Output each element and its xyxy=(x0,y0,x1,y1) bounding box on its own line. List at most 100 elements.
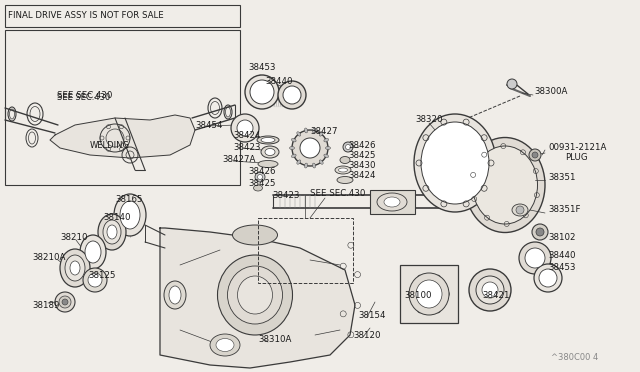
Text: PLUG: PLUG xyxy=(565,154,588,163)
Circle shape xyxy=(59,296,71,308)
Text: 38351F: 38351F xyxy=(548,205,580,215)
Ellipse shape xyxy=(525,248,545,268)
Ellipse shape xyxy=(250,80,274,104)
Circle shape xyxy=(532,152,538,158)
Ellipse shape xyxy=(218,255,292,335)
Ellipse shape xyxy=(283,86,301,104)
Circle shape xyxy=(529,149,541,161)
Ellipse shape xyxy=(416,280,442,308)
Text: SEE SEC.430: SEE SEC.430 xyxy=(57,93,110,103)
Ellipse shape xyxy=(312,128,316,133)
Bar xyxy=(258,218,353,283)
Ellipse shape xyxy=(512,204,528,216)
Ellipse shape xyxy=(339,168,348,172)
Bar xyxy=(400,265,458,323)
Text: 38453: 38453 xyxy=(248,64,275,73)
Ellipse shape xyxy=(305,128,308,133)
Circle shape xyxy=(292,130,328,166)
Ellipse shape xyxy=(231,114,259,142)
Circle shape xyxy=(300,138,320,158)
Ellipse shape xyxy=(324,154,328,158)
Ellipse shape xyxy=(519,242,551,274)
Ellipse shape xyxy=(80,235,106,269)
Circle shape xyxy=(536,228,544,236)
Ellipse shape xyxy=(534,264,562,292)
Ellipse shape xyxy=(326,147,330,150)
Ellipse shape xyxy=(245,75,279,109)
Circle shape xyxy=(445,292,449,296)
Text: 38300A: 38300A xyxy=(534,87,568,96)
Text: 38426: 38426 xyxy=(248,167,275,176)
Text: 38125: 38125 xyxy=(88,270,115,279)
Text: 38120: 38120 xyxy=(353,330,381,340)
Text: 38424: 38424 xyxy=(348,170,376,180)
Circle shape xyxy=(408,292,413,296)
Circle shape xyxy=(435,308,440,313)
Circle shape xyxy=(55,292,75,312)
Text: 38424: 38424 xyxy=(233,131,260,141)
Ellipse shape xyxy=(312,163,316,168)
Circle shape xyxy=(516,206,524,214)
Ellipse shape xyxy=(114,194,146,236)
Ellipse shape xyxy=(324,138,328,142)
Ellipse shape xyxy=(319,132,323,136)
Ellipse shape xyxy=(291,154,296,158)
Ellipse shape xyxy=(384,197,400,207)
Text: 38210: 38210 xyxy=(60,234,88,243)
Polygon shape xyxy=(160,228,355,368)
Ellipse shape xyxy=(465,138,545,232)
Ellipse shape xyxy=(472,146,538,224)
Text: 38453: 38453 xyxy=(548,263,575,273)
Ellipse shape xyxy=(539,269,557,287)
Text: 00931-2121A: 00931-2121A xyxy=(548,142,606,151)
Text: WELDING: WELDING xyxy=(90,141,130,150)
Ellipse shape xyxy=(319,160,323,164)
Ellipse shape xyxy=(103,220,121,244)
Text: 38351: 38351 xyxy=(548,173,575,183)
Ellipse shape xyxy=(337,176,353,183)
Text: 38427A: 38427A xyxy=(222,155,255,164)
Ellipse shape xyxy=(291,138,296,142)
Ellipse shape xyxy=(289,147,294,150)
Ellipse shape xyxy=(335,166,351,174)
Ellipse shape xyxy=(257,136,279,144)
Ellipse shape xyxy=(297,160,301,164)
Text: 38189: 38189 xyxy=(32,301,60,310)
Ellipse shape xyxy=(414,114,496,212)
Ellipse shape xyxy=(237,276,273,314)
Ellipse shape xyxy=(237,120,253,136)
Ellipse shape xyxy=(476,276,504,304)
Ellipse shape xyxy=(98,214,126,250)
Text: 38320: 38320 xyxy=(415,115,442,125)
Ellipse shape xyxy=(227,266,282,324)
Text: 38310A: 38310A xyxy=(258,336,291,344)
Text: FINAL DRIVE ASSY IS NOT FOR SALE: FINAL DRIVE ASSY IS NOT FOR SALE xyxy=(8,12,164,20)
Circle shape xyxy=(257,174,262,180)
Text: 38140: 38140 xyxy=(103,214,131,222)
Bar xyxy=(5,30,240,185)
Ellipse shape xyxy=(107,225,117,239)
Text: 38430: 38430 xyxy=(348,160,376,170)
Ellipse shape xyxy=(83,268,107,292)
Circle shape xyxy=(346,144,351,150)
Circle shape xyxy=(417,275,422,280)
Ellipse shape xyxy=(60,249,90,287)
Ellipse shape xyxy=(232,225,278,245)
Circle shape xyxy=(62,299,68,305)
Text: SEE SEC.430: SEE SEC.430 xyxy=(57,92,113,100)
Ellipse shape xyxy=(65,255,85,281)
Circle shape xyxy=(255,172,265,182)
Text: 38440: 38440 xyxy=(265,77,292,87)
Polygon shape xyxy=(50,115,195,158)
Ellipse shape xyxy=(469,269,511,311)
Circle shape xyxy=(507,79,517,89)
Text: 38425: 38425 xyxy=(248,179,275,187)
Text: 38423: 38423 xyxy=(233,144,260,153)
Ellipse shape xyxy=(85,241,101,263)
Ellipse shape xyxy=(421,122,489,204)
Ellipse shape xyxy=(120,201,140,229)
Ellipse shape xyxy=(305,163,308,168)
Ellipse shape xyxy=(340,157,350,164)
Ellipse shape xyxy=(377,193,407,211)
Text: 38423: 38423 xyxy=(272,190,300,199)
